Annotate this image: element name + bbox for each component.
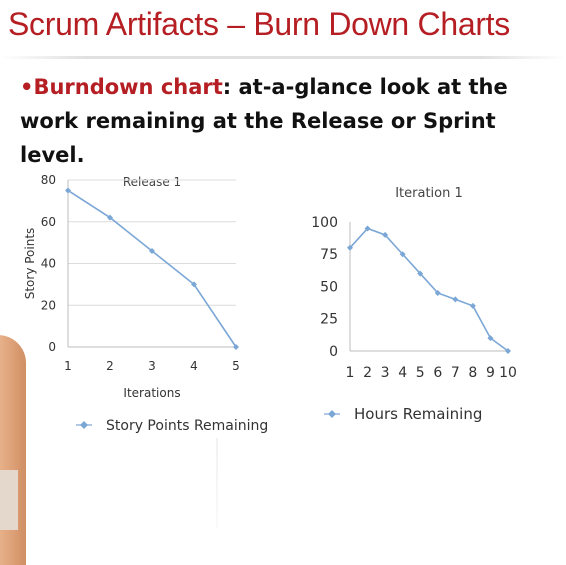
x-tick-label: 5	[232, 359, 240, 373]
y-tick-label: 80	[41, 173, 56, 187]
data-point	[469, 302, 476, 309]
series-line	[349, 227, 509, 352]
data-point	[149, 247, 155, 254]
y-tick-label: 25	[320, 312, 338, 328]
y-tick-label: 0	[48, 340, 56, 354]
y-tick-label: 100	[311, 215, 338, 231]
legend-label: Hours Remaining	[354, 405, 482, 423]
divider-shadow	[216, 438, 218, 528]
x-tick-label: 3	[381, 365, 390, 381]
x-tick-label: 6	[433, 365, 442, 381]
y-axis-title: Story Points	[23, 228, 37, 300]
chart-title: Release 1	[123, 175, 181, 189]
x-tick-label: 7	[451, 365, 460, 381]
bullet-point: •Burndown chart: at-a-glance look at the…	[20, 70, 560, 172]
data-point	[191, 281, 197, 288]
presenter-shoulder	[0, 335, 26, 565]
slide-title: Scrum Artifacts – Burn Down Charts	[8, 6, 510, 42]
x-tick-label: 4	[190, 359, 198, 373]
x-tick-label: 5	[416, 365, 425, 381]
x-axis-title: Iterations	[123, 386, 180, 400]
x-tick-label: 2	[106, 359, 114, 373]
y-tick-label: 50	[320, 279, 338, 295]
data-point	[65, 187, 71, 194]
data-point	[505, 348, 511, 354]
x-tick-label: 9	[486, 365, 495, 381]
title-rule	[0, 56, 566, 59]
iteration-burndown-chart: Iteration 1 0 25 50 75 100 1 2 3 4 5 6 7 8 9 10 Hours Re…	[311, 186, 517, 423]
data-point	[382, 231, 389, 238]
bullet-dot: •	[20, 75, 34, 99]
x-tick-label: 1	[64, 359, 72, 373]
chart-title: Iteration 1	[395, 186, 463, 201]
presenter-collar	[0, 470, 18, 530]
data-point	[347, 244, 353, 251]
release-burndown-chart: Release 1 0 20 40 60 80 1 2 3 4 5 Iterations Story P…	[23, 173, 268, 434]
x-tick-label: 2	[363, 365, 372, 381]
y-tick-label: 75	[320, 247, 338, 263]
data-point	[399, 251, 406, 258]
data-point	[434, 289, 441, 296]
bullet-text: : at-a-glance look at the work remaining…	[20, 75, 508, 167]
bullet-term: Burndown chart	[33, 75, 223, 99]
y-tick-label: 40	[41, 257, 56, 271]
x-tick-label: 1	[346, 365, 355, 381]
x-tick-label: 4	[398, 365, 407, 381]
y-tick-label: 0	[329, 344, 338, 360]
y-tick-label: 60	[41, 215, 56, 229]
data-point	[233, 344, 239, 350]
data-point	[364, 225, 371, 232]
data-point	[452, 296, 459, 303]
series-line	[67, 189, 237, 348]
x-tick-label: 8	[468, 365, 477, 381]
data-point	[107, 214, 113, 221]
legend-label: Story Points Remaining	[106, 418, 268, 434]
x-tick-label: 3	[148, 359, 156, 373]
x-tick-label: 10	[499, 365, 517, 381]
data-point	[487, 335, 494, 342]
y-tick-label: 20	[41, 298, 56, 312]
data-point	[417, 270, 424, 277]
